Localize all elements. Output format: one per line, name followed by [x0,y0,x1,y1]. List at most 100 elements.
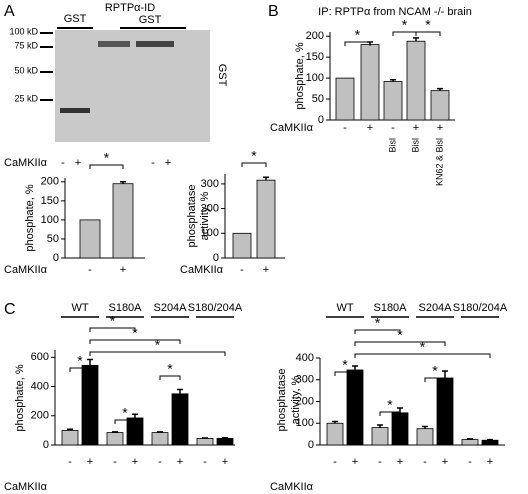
significance-label: * [167,361,173,377]
y-tick-label: 200 [41,176,59,188]
x-tick-label: + [222,456,228,468]
y-tick-label: 50 [47,233,59,245]
bar [461,439,479,446]
significance-bracket [354,353,491,358]
significance-label: * [122,405,128,421]
group-label: S180A [108,302,142,314]
y-tick-label: 600 [31,351,49,363]
significance-bracket [89,351,226,356]
error-bar [332,420,338,424]
x-tick-label: - [88,264,92,276]
significance-label: * [77,353,83,369]
significance-label: * [375,315,381,331]
significance-bracket [69,367,91,372]
y-tick-label: 400 [296,352,314,364]
significance-bracket [241,162,267,167]
error-bar [390,79,396,82]
y-tick-label: 0 [43,439,49,451]
y-axis-label: activity, % [199,191,211,240]
lane-label: GST [64,13,87,25]
y-tick-label: 100 [201,227,219,239]
y-axis-label: phosphate, % [294,42,306,109]
error-bar [67,428,73,431]
x-tick-label: - [468,456,472,468]
marker-label: 75 kD [14,40,38,50]
bar [391,412,409,446]
significance-bracket [415,31,441,36]
panel-label: C [4,301,16,318]
condition-label: + [165,157,171,169]
significance-label: * [342,357,348,373]
error-bar [413,37,419,42]
marker-label: 25 kD [14,93,38,103]
significance-label: * [397,327,403,343]
band [136,41,174,47]
chart-title: IP: RPTPα from NCAM -/- brain [318,6,472,18]
error-bar [352,365,358,370]
lane-label: GST [139,14,162,26]
bar [360,44,380,121]
x-tick-label: + [437,122,443,134]
bar [371,427,389,446]
y-tick-label: 300 [296,374,314,386]
marker-label: 50 kD [14,65,38,75]
significance-bracket [89,339,181,344]
significance-label: * [387,397,393,413]
bar [196,438,214,446]
bar [232,232,252,259]
group-label: S204A [418,302,452,314]
y-tick-label: 50 [312,93,324,105]
bar [256,179,276,259]
y-tick-label: 200 [306,30,324,42]
significance-bracket [344,41,371,46]
bar [430,90,450,121]
bar [112,183,134,259]
significance-label: * [355,27,361,43]
x-tick-label: - [391,122,395,134]
bar [436,377,454,446]
y-tick-label: 0 [53,252,59,264]
x-tick-label: + [413,122,419,134]
x-tick-label: + [120,264,126,276]
y-tick-label: 0 [213,252,219,264]
x-tick-label: - [423,456,427,468]
bar [383,81,403,121]
significance-bracket [354,341,446,346]
significance-bracket [89,164,124,169]
significance-bracket [424,377,446,382]
bar [346,369,364,446]
condition-label: + [75,157,81,169]
bar [216,438,234,446]
group-label: WT [71,302,88,314]
x-tick-label: + [367,122,373,134]
group-label: S180/204A [453,302,508,314]
y-tick-label: 150 [306,51,324,63]
significance-bracket [379,411,401,416]
group-label: WT [336,302,353,314]
panel-label: A [4,3,15,20]
significance-label: * [402,17,408,33]
bar [406,40,426,121]
x-tick-label: + [442,456,448,468]
condition-label: - [151,157,155,169]
treatment-label: CaMKIIα [4,157,48,169]
y-axis-label: phosphate, % [24,184,36,251]
bar [79,219,101,259]
x-tick-label: - [240,264,244,276]
blot-image [55,30,210,142]
error-bar [467,438,473,440]
y-tick-label: 0 [308,439,314,451]
group-label: S204A [153,302,187,314]
x-tick-label: + [177,456,183,468]
x-tick-label: - [113,456,117,468]
significance-label: * [104,150,110,166]
panel-label: B [268,3,279,20]
error-bar [442,370,448,379]
bar [106,432,124,446]
x-axis-label: CaMKIIα [270,481,314,493]
y-tick-label: 0 [318,114,324,126]
bar [61,429,79,446]
y-tick-label: 400 [31,380,49,392]
x-tick-label: + [397,456,403,468]
y-tick-label: 200 [296,395,314,407]
